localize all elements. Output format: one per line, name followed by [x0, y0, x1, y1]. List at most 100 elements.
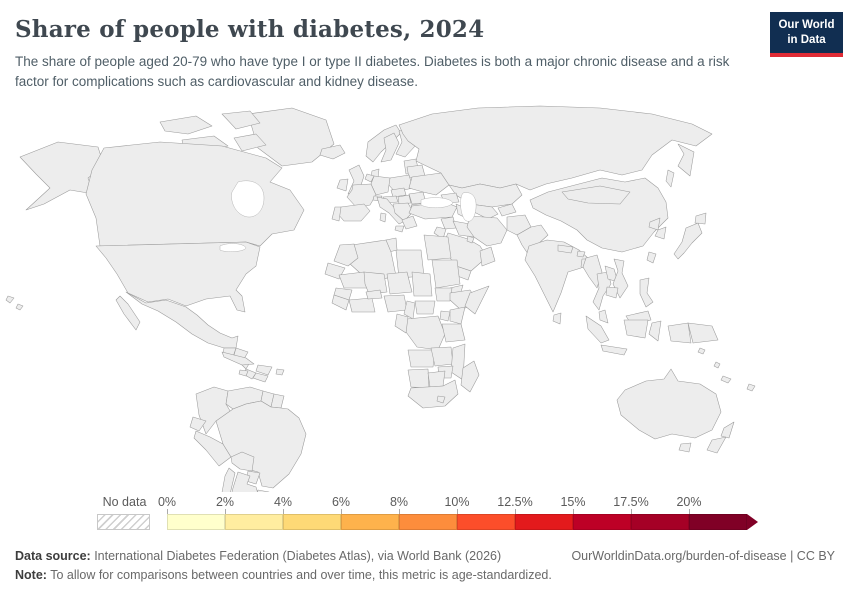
country-cote-divoire[interactable]	[348, 297, 376, 313]
country-kuwait[interactable]	[466, 235, 475, 244]
country-indonesia-java[interactable]	[600, 344, 628, 356]
country-south-sudan[interactable]	[434, 287, 453, 302]
country-lesotho[interactable]	[436, 395, 446, 404]
country-south-korea[interactable]	[654, 226, 667, 240]
country-usa-alaska[interactable]	[19, 141, 105, 211]
country-russia-sakhalin[interactable]	[665, 169, 675, 188]
country-mexico[interactable]	[125, 291, 239, 349]
country-iceland[interactable]	[319, 144, 346, 160]
country-bhutan[interactable]	[576, 250, 586, 258]
country-car[interactable]	[414, 300, 436, 315]
country-spain[interactable]	[336, 203, 371, 222]
country-mauritania[interactable]	[338, 271, 368, 289]
country-cambodia[interactable]	[605, 286, 619, 299]
country-balkans[interactable]	[392, 202, 414, 222]
country-russia[interactable]	[398, 105, 713, 191]
country-panama[interactable]	[252, 372, 269, 383]
country-congo[interactable]	[394, 313, 409, 334]
country-myanmar[interactable]	[582, 254, 603, 289]
country-angola[interactable]	[407, 349, 436, 368]
country-canada-arctic[interactable]	[233, 133, 267, 152]
country-madagascar[interactable]	[460, 360, 480, 393]
country-peru[interactable]	[193, 430, 232, 467]
country-jamaica[interactable]	[238, 369, 249, 377]
country-usa-hawaii[interactable]	[5, 295, 15, 304]
country-iran[interactable]	[466, 215, 508, 247]
country-egypt[interactable]	[423, 234, 452, 261]
country-guinea[interactable]	[331, 294, 350, 311]
country-australia-tasmania[interactable]	[678, 442, 692, 453]
country-solomon[interactable]	[697, 347, 706, 355]
country-cuba[interactable]	[221, 351, 255, 366]
country-ireland[interactable]	[336, 178, 349, 192]
country-uganda[interactable]	[439, 310, 451, 322]
country-burkina-faso[interactable]	[365, 289, 383, 300]
country-botswana[interactable]	[427, 370, 446, 388]
country-fiji[interactable]	[746, 383, 756, 392]
legend-bin-0-2%[interactable]	[167, 514, 225, 530]
country-indonesia-sumatra[interactable]	[585, 315, 610, 344]
country-kyrgyzstan[interactable]	[497, 203, 517, 217]
country-germany[interactable]	[370, 175, 391, 196]
country-japan-hokkaido[interactable]	[694, 212, 707, 225]
legend-bin-8-10%[interactable]	[399, 514, 457, 530]
country-india[interactable]	[524, 239, 590, 313]
country-morocco[interactable]	[333, 243, 359, 267]
country-mexico-baja[interactable]	[115, 295, 141, 331]
country-canada-arctic[interactable]	[159, 115, 213, 135]
country-sweden[interactable]	[380, 132, 400, 163]
country-ecuador[interactable]	[189, 416, 207, 432]
country-png[interactable]	[687, 322, 719, 344]
country-indonesia-papua[interactable]	[667, 322, 692, 344]
legend-bin-15-17.5%[interactable]	[573, 514, 631, 530]
country-canada[interactable]	[85, 141, 305, 247]
country-kazakhstan[interactable]	[448, 183, 523, 208]
country-chad[interactable]	[411, 271, 433, 297]
country-russia-kamchatka[interactable]	[677, 143, 695, 177]
country-sudan[interactable]	[431, 259, 461, 289]
country-italy-sardinia[interactable]	[379, 212, 387, 223]
legend-bin-10-12.5%[interactable]	[457, 514, 515, 530]
country-hungary[interactable]	[397, 194, 412, 205]
country-usa-hawaii[interactable]	[15, 303, 24, 311]
country-china[interactable]	[529, 177, 669, 253]
country-zambia[interactable]	[430, 346, 454, 367]
owid-logo[interactable]: Our World in Data	[770, 12, 843, 53]
legend-bin-4-6%[interactable]	[283, 514, 341, 530]
country-nepal[interactable]	[557, 244, 574, 254]
country-italy-sicily[interactable]	[394, 225, 405, 233]
no-data-swatch[interactable]	[97, 514, 150, 530]
country-taiwan[interactable]	[646, 251, 657, 264]
country-netherlands[interactable]	[364, 173, 375, 183]
country-indonesia-borneo[interactable]	[623, 319, 649, 339]
country-kenya[interactable]	[449, 306, 466, 325]
country-puerto-rico[interactable]	[275, 368, 285, 376]
country-sri-lanka[interactable]	[552, 312, 562, 325]
country-niger[interactable]	[386, 271, 413, 295]
country-dominican-republic[interactable]	[255, 364, 273, 376]
country-south-africa[interactable]	[407, 379, 459, 409]
country-japan[interactable]	[673, 222, 703, 260]
country-nigeria[interactable]	[383, 294, 408, 313]
country-oman[interactable]	[479, 246, 496, 267]
country-bolivia[interactable]	[230, 451, 255, 472]
country-chile[interactable]	[219, 467, 236, 492]
country-argentina[interactable]	[229, 471, 258, 492]
country-somalia[interactable]	[464, 285, 490, 315]
country-australia[interactable]	[616, 368, 722, 440]
legend-bin-2-4%[interactable]	[225, 514, 283, 530]
country-uruguay[interactable]	[256, 489, 270, 492]
country-indonesia-sulawesi[interactable]	[648, 320, 662, 342]
country-namibia[interactable]	[407, 368, 430, 389]
country-czechia[interactable]	[390, 187, 407, 198]
country-portugal[interactable]	[331, 206, 342, 222]
country-vanuatu[interactable]	[713, 361, 721, 369]
country-drc[interactable]	[405, 315, 446, 351]
country-new-caledonia[interactable]	[720, 375, 732, 384]
legend-bin-6-8%[interactable]	[341, 514, 399, 530]
country-canada-arctic[interactable]	[221, 110, 261, 130]
legend-bin-17.5-20%[interactable]	[631, 514, 689, 530]
country-malaysia[interactable]	[598, 309, 609, 324]
legend-bin-20%+[interactable]	[689, 514, 747, 530]
country-mongolia[interactable]	[561, 185, 631, 205]
